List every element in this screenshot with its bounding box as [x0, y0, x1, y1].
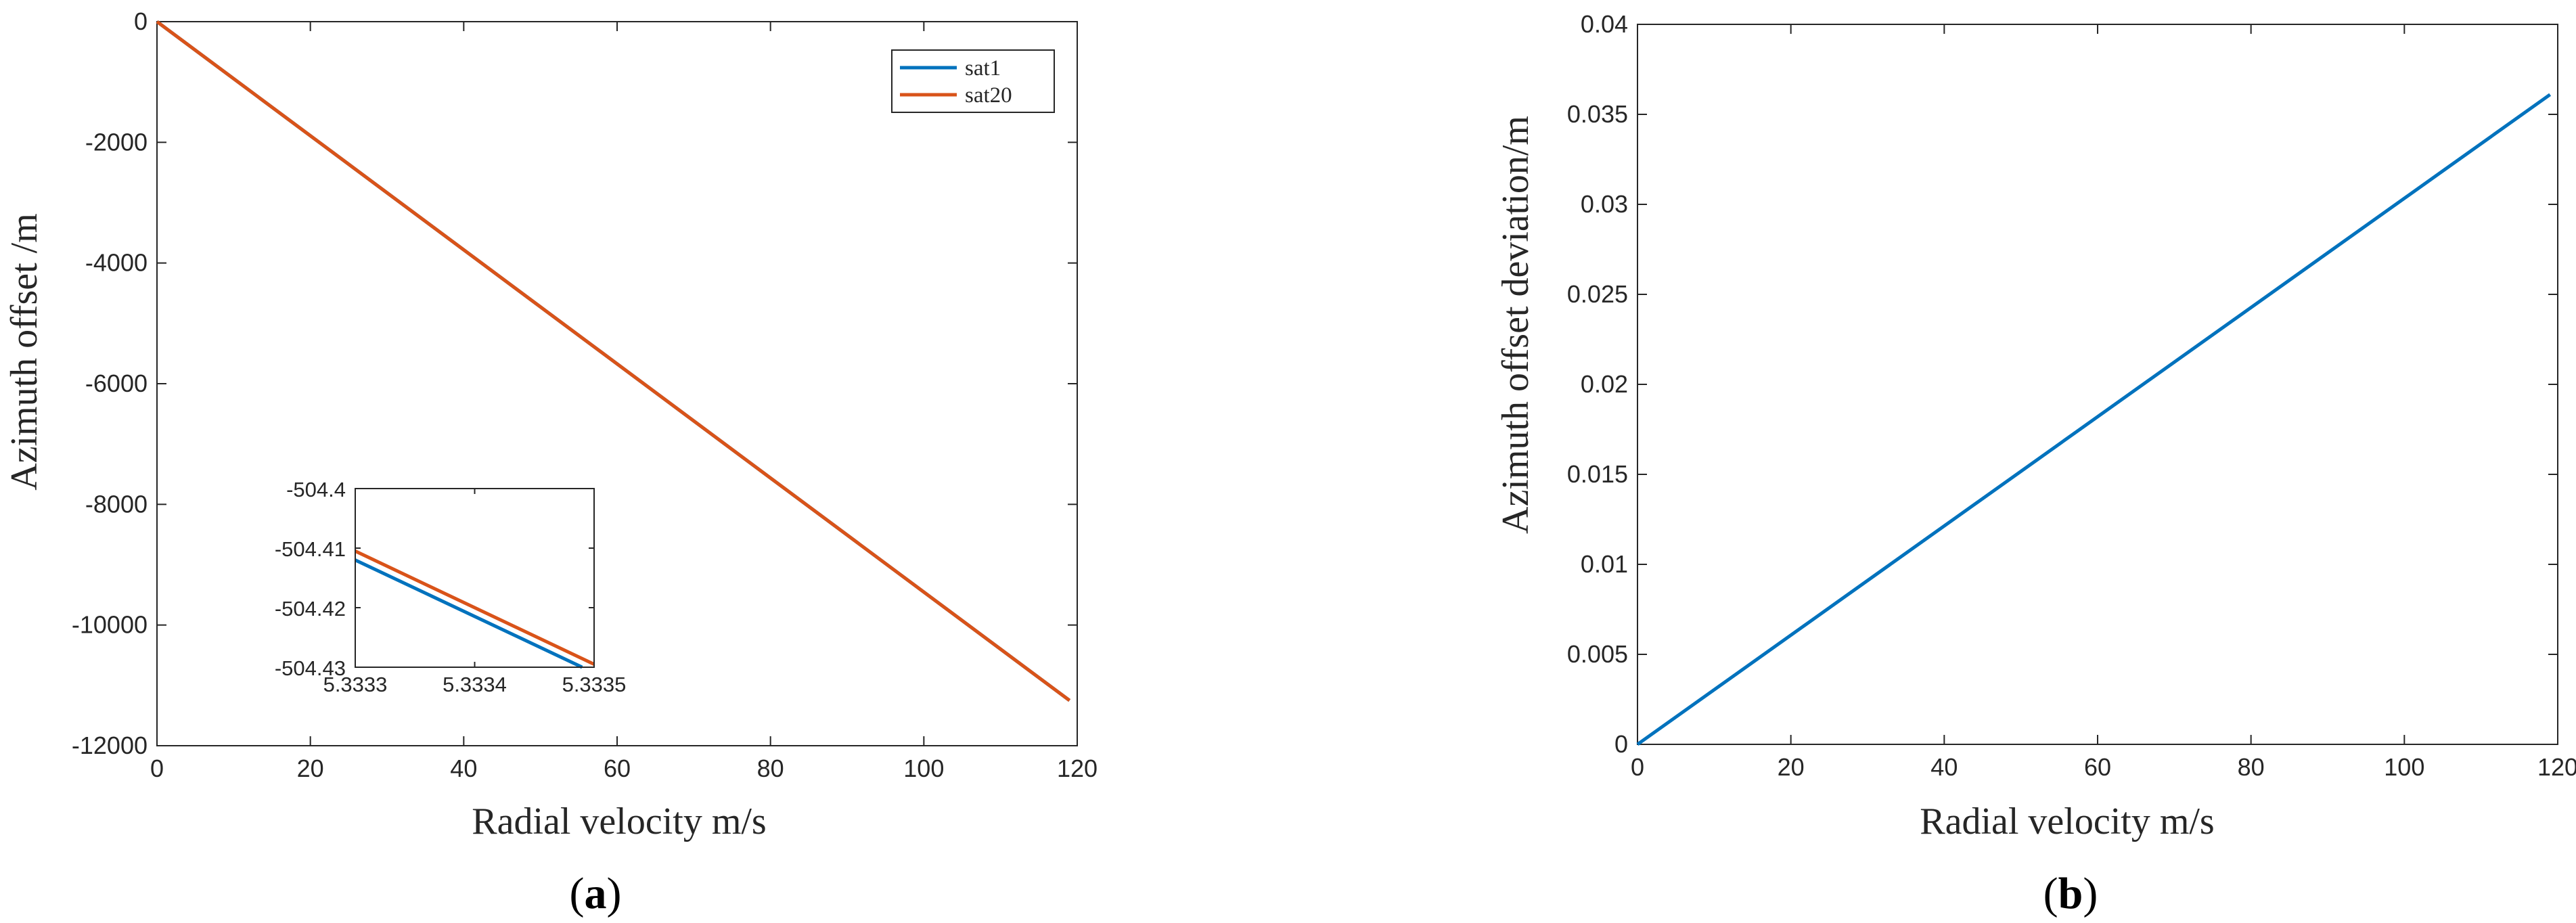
x-axis-label-a: Radial velocity m/s [472, 801, 766, 842]
x-tick-label-b: 40 [1930, 753, 1958, 781]
x-tick-label-a: 0 [150, 755, 164, 782]
y-tick-label-b: 0.005 [1567, 640, 1628, 668]
y-axis-label-b: Azimuth offset deviation/m [1495, 116, 1537, 534]
series-line-sat20-a [156, 20, 1071, 702]
axes-box-b [1637, 24, 2558, 745]
y-tick-label-b: 0.025 [1567, 280, 1628, 308]
y-tick-label-a: -2000 [85, 128, 148, 156]
legend-entry-sat20: sat20 [965, 83, 1012, 108]
plot-area-b: 0 20 40 60 80 100 120 0 0.005 0.01 0.015 0.02 0.025 0… [1567, 10, 2576, 781]
x-tick-label-b: 100 [2384, 753, 2424, 781]
y-tick-label-b: 0 [1614, 730, 1628, 758]
x-tick-label-inset: 5.3335 [562, 673, 627, 696]
x-tick-label-inset: 5.3333 [323, 673, 388, 696]
x-tick-label-b: 0 [1631, 753, 1644, 781]
y-tick-label-a: -10000 [72, 611, 148, 639]
y-axis-label-a: Azimuth offset /m [3, 213, 45, 491]
x-tick-label-b: 60 [2084, 753, 2111, 781]
y-tick-label-a: -6000 [85, 369, 148, 397]
x-tick-label-a: 40 [450, 755, 477, 782]
plot-area-a: 0 20 40 60 80 100 120 0 -2000 -4000 -6000 -8000 -100… [72, 7, 1098, 782]
y-tick-label-a: -12000 [72, 731, 148, 759]
legend-entry-sat1: sat1 [965, 56, 1001, 81]
legend-box [891, 49, 1055, 113]
x-tick-label-a: 60 [604, 755, 631, 782]
y-tick-label-inset: -504.4 [286, 478, 346, 501]
inset-plot-a: 5.3333 5.3334 5.3335 -504.4 -504.41 -504.42 -5… [275, 478, 627, 696]
y-tick-label-b: 0.035 [1567, 100, 1628, 128]
x-tick-label-a: 20 [297, 755, 324, 782]
series-line-sat1-inset [354, 558, 583, 669]
y-tick-label-b: 0.02 [1581, 370, 1628, 398]
y-tick-label-b: 0.015 [1567, 460, 1628, 488]
panel-label-a: (a) [570, 869, 622, 918]
y-tick-label-a: -4000 [85, 249, 148, 277]
chart-panel-a: 0 20 40 60 80 100 120 0 -2000 -4000 -6000 -8000 -100… [3, 7, 1098, 918]
panel-label-b: (b) [2043, 869, 2098, 918]
axes-box-a [156, 21, 1078, 746]
x-tick-label-a: 120 [1057, 755, 1098, 782]
x-tick-label-inset: 5.3334 [443, 673, 507, 696]
x-axis-label-b: Radial velocity m/s [1920, 801, 2214, 842]
x-tick-label-b: 120 [2537, 753, 2576, 781]
y-tick-label-b: 0.03 [1581, 190, 1628, 218]
y-tick-label-inset: -504.42 [275, 597, 346, 621]
y-tick-label-a: -8000 [85, 490, 148, 518]
y-tick-label-inset: -504.41 [275, 537, 346, 561]
y-tick-label-b: 0.01 [1581, 550, 1628, 578]
x-tick-label-b: 20 [1778, 753, 1805, 781]
series-line-series-b [1636, 93, 2552, 746]
x-tick-label-a: 100 [903, 755, 944, 782]
chart-panel-b: 0 20 40 60 80 100 120 0 0.005 0.01 0.015 0.02 0.025 0… [1495, 10, 2576, 918]
y-tick-label-inset: -504.43 [275, 656, 346, 680]
series-line-sat20-inset [354, 549, 595, 666]
y-tick-label-b: 0.04 [1581, 10, 1628, 38]
x-tick-label-a: 80 [757, 755, 784, 782]
y-tick-label-a: 0 [134, 7, 148, 35]
x-tick-label-b: 80 [2238, 753, 2265, 781]
